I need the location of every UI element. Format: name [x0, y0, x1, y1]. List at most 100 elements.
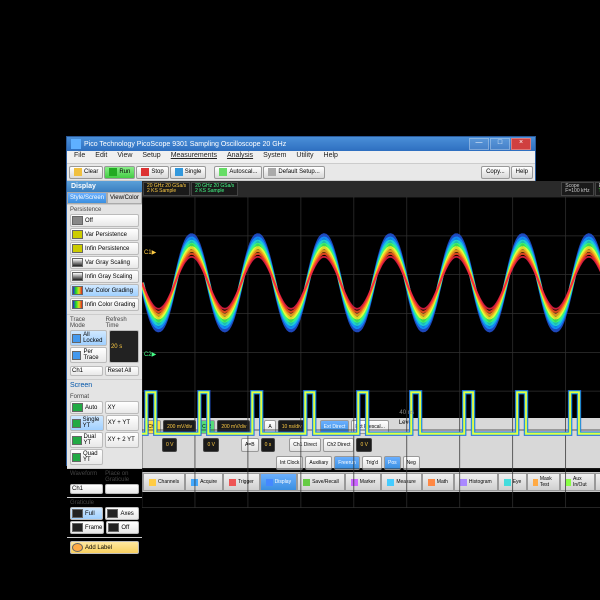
grat-icon	[107, 509, 118, 518]
run-button[interactable]: Run	[104, 166, 135, 179]
format-group: Format AutoXY Single YTXY + YT Dual YTXY…	[67, 392, 142, 469]
fmt-icon	[72, 403, 83, 412]
default-setup-button[interactable]: Default Setup...	[263, 166, 324, 179]
menu-help[interactable]: Help	[319, 151, 343, 163]
info-bar: 20 GHz 20 GSa/s2 KS Sample 20 GHz 20 GSa…	[142, 181, 600, 197]
main-area: 20 GHz 20 GSa/s2 KS Sample 20 GHz 20 GSa…	[142, 181, 600, 468]
persistence-group: Persistence Off Var Persistence Infin Pe…	[67, 205, 142, 315]
maximize-button[interactable]: □	[490, 138, 510, 150]
opt-dual-yt[interactable]: Dual YT	[70, 432, 103, 448]
clear-button[interactable]: Clear	[69, 166, 103, 179]
clear-label: Clear	[84, 169, 98, 175]
grat-icon	[108, 523, 119, 532]
toolbar: Clear Run Stop Single Autoscal... Defaul…	[67, 164, 535, 181]
ch2-marker: C2▶	[144, 351, 156, 358]
close-button[interactable]: ×	[511, 138, 531, 150]
opt-infin-persist[interactable]: Infin Persistence	[70, 242, 139, 255]
menu-file[interactable]: File	[69, 151, 90, 163]
titlebar: Pico Technology PicoScope 9301 Sampling …	[67, 137, 535, 151]
default-icon	[268, 168, 276, 176]
opt-single-yt[interactable]: Single YT	[70, 415, 104, 431]
app-icon	[71, 139, 81, 149]
opt-quad-yt[interactable]: Quad YT	[70, 449, 103, 465]
reset-all-button[interactable]: Reset All	[105, 366, 138, 376]
graticule-group: Graticule FullAxes FrameOff	[67, 498, 142, 538]
opt-grat-axes[interactable]: Axes	[105, 507, 138, 520]
lock-icon	[72, 334, 81, 343]
copy-label: Copy...	[486, 169, 505, 175]
run-icon	[109, 168, 117, 176]
plot-svg	[142, 197, 600, 508]
swatch-icon	[72, 272, 83, 281]
menu-measurements[interactable]: Measurements	[166, 151, 222, 163]
opt-var-color[interactable]: Var Color Grading	[70, 284, 139, 297]
refresh-time-value[interactable]: 20 s	[109, 330, 139, 363]
copy-button[interactable]: Copy...	[481, 166, 510, 179]
autoscale-button[interactable]: Autoscal...	[214, 166, 262, 179]
tab-style-screen[interactable]: Style/Screen	[67, 192, 107, 204]
sidebar-header: Display	[67, 181, 142, 192]
tab-view-color[interactable]: View/Color	[107, 192, 142, 204]
default-label: Default Setup...	[278, 169, 319, 175]
info-ch2: 20 GHz 20 GSa/s2 KS Sample	[191, 182, 238, 196]
ch-select[interactable]: Ch1	[70, 366, 103, 376]
opt-xy[interactable]: XY	[105, 401, 138, 414]
graticule-label: Graticule	[70, 500, 139, 506]
swatch-icon	[72, 300, 83, 309]
run-label: Run	[119, 169, 130, 175]
help-label: Help	[516, 169, 528, 175]
opt-per-trace[interactable]: Per Trace	[70, 347, 107, 363]
stop-icon	[141, 168, 149, 176]
autoscale-icon	[219, 168, 227, 176]
menu-system[interactable]: System	[258, 151, 291, 163]
waveform-group: WaveformPlace on Graticule Ch1	[67, 469, 142, 498]
fmt-icon	[72, 436, 82, 445]
opt-off[interactable]: Off	[70, 214, 139, 227]
opt-xy-yt[interactable]: XY + YT	[106, 415, 139, 431]
swatch-icon	[72, 244, 83, 253]
add-label-button[interactable]: Add Label	[70, 541, 139, 554]
screen-label: Screen	[67, 380, 142, 391]
opt-auto[interactable]: Auto	[70, 401, 103, 414]
clear-icon	[74, 168, 82, 176]
opt-grat-full[interactable]: Full	[70, 507, 103, 520]
swatch-icon	[72, 258, 83, 267]
swatch-icon	[72, 230, 83, 239]
plus-icon	[72, 543, 83, 552]
opt-infin-gray[interactable]: Infin Gray Scaling	[70, 270, 139, 283]
waveform-ch[interactable]: Ch1	[70, 484, 103, 494]
window-title: Pico Technology PicoScope 9301 Sampling …	[84, 141, 469, 148]
format-label: Format	[70, 394, 139, 400]
stop-label: Stop	[151, 169, 163, 175]
minimize-button[interactable]: —	[469, 138, 489, 150]
menu-utility[interactable]: Utility	[291, 151, 318, 163]
grat-icon	[72, 509, 83, 518]
menu-edit[interactable]: Edit	[90, 151, 112, 163]
opt-all-locked[interactable]: All Locked	[70, 330, 107, 346]
info-scope: ScopeF=100 kHz	[561, 182, 593, 196]
waveform-place[interactable]	[105, 484, 138, 494]
single-icon	[175, 168, 183, 176]
menu-view[interactable]: View	[112, 151, 137, 163]
menubar: File Edit View Setup Measurements Analys…	[67, 151, 535, 164]
opt-grat-off[interactable]: Off	[106, 521, 139, 534]
single-label: Single	[185, 169, 202, 175]
autoscale-label: Autoscal...	[229, 169, 257, 175]
info-ch1: 20 GHz 20 GSa/s2 KS Sample	[143, 182, 190, 196]
tracemode-group: Trace ModeRefresh Time All Locked Per Tr…	[67, 315, 142, 380]
menu-setup[interactable]: Setup	[137, 151, 165, 163]
scope-plot[interactable]: C1▶ C2▶ 40 ns	[142, 197, 600, 418]
app-window: Pico Technology PicoScope 9301 Sampling …	[66, 136, 536, 466]
swatch-icon	[72, 286, 83, 295]
help-button[interactable]: Help	[511, 166, 533, 179]
stop-button[interactable]: Stop	[136, 166, 168, 179]
opt-xy-2yt[interactable]: XY + 2 YT	[105, 432, 138, 448]
fmt-icon	[72, 419, 81, 428]
single-button[interactable]: Single	[170, 166, 207, 179]
opt-grat-frame[interactable]: Frame	[70, 521, 104, 534]
opt-var-persist[interactable]: Var Persistence	[70, 228, 139, 241]
opt-var-gray[interactable]: Var Gray Scaling	[70, 256, 139, 269]
menu-analysis[interactable]: Analysis	[222, 151, 258, 163]
opt-infin-color[interactable]: Infin Color Grading	[70, 298, 139, 311]
sidebar: Display Style/Screen View/Color Persiste…	[67, 181, 142, 468]
